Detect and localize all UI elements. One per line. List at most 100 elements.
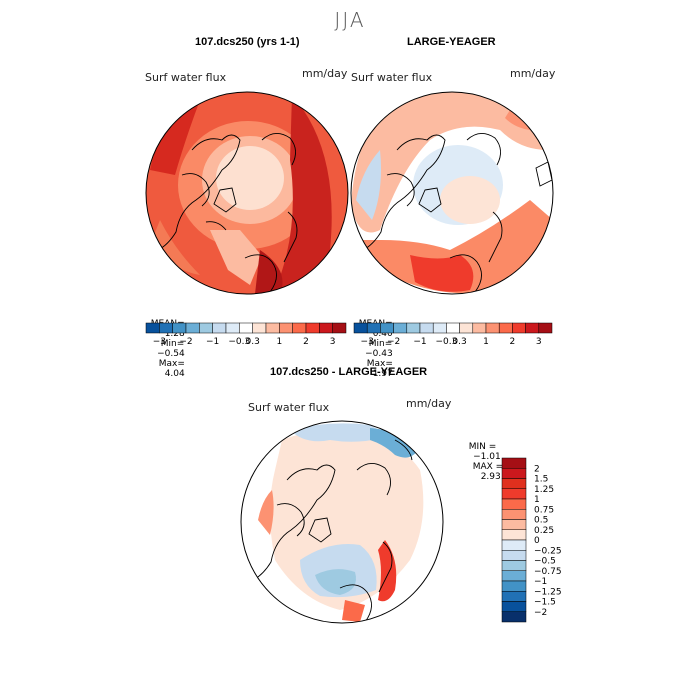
panel-3-colorbar: 21.51.2510.750.50.250−0.25−0.5−0.75−1−1.… xyxy=(501,457,562,623)
panel-3-colorbar-swatch xyxy=(501,468,527,479)
page-title: JJA xyxy=(334,8,366,32)
panel-1-colorbar-swatch xyxy=(159,322,173,334)
panel-1-colorbar-swatch xyxy=(292,322,307,334)
panel-3-colorbar-swatch xyxy=(501,519,527,530)
panel-2-colorbar-swatch xyxy=(419,322,434,334)
panel-2-units-label: mm/day xyxy=(510,67,556,80)
panel-1-units-label: mm/day xyxy=(302,67,348,80)
panel-1-colorbar-tick-label: −3 xyxy=(153,337,166,347)
panel-1-colorbar-swatch xyxy=(199,322,213,334)
panel-1-colorbar-swatch xyxy=(172,322,187,334)
panel-3-stats: MIN = −1.01 MAX = 2.93 xyxy=(463,432,504,482)
panel-2-colorbar-swatch xyxy=(459,322,474,334)
panel-1-colorbar-swatch xyxy=(185,322,200,334)
panel-1-colorbar-swatch xyxy=(239,322,253,334)
panel-2-colorbar-swatch xyxy=(538,322,553,334)
panel-3-colorbar-tick-label: −0.25 xyxy=(534,546,562,556)
panel-2-colorbar-tick-label: 1 xyxy=(483,337,489,347)
panel-1-max-value: 4.04 xyxy=(164,369,185,379)
panel-2-colorbar-swatch xyxy=(353,322,368,334)
panel-1-colorbar-tick-label: 3 xyxy=(330,337,336,347)
panel-2-colorbar-swatch xyxy=(380,322,394,334)
panel-2-colorbar-swatch xyxy=(366,322,381,334)
panel-3-colorbar-tick-label: −1.25 xyxy=(534,587,562,597)
panel-1-colorbar-tick-label: 1 xyxy=(276,337,282,347)
panel-1-colorbar-swatch xyxy=(305,322,320,334)
panel-1-colorbar-swatch xyxy=(319,322,333,334)
panel-2-colorbar-swatch xyxy=(525,322,540,334)
panel-3-colorbar-swatch xyxy=(501,509,527,520)
panel-3-colorbar-tick-label: −1 xyxy=(534,577,547,587)
panel-3-colorbar-tick-label: 0.5 xyxy=(534,516,548,526)
panel-3-colorbar-swatch xyxy=(501,488,527,500)
panel-1-colorbar-tick-label: −0.3 xyxy=(228,337,250,347)
panel-1-colorbar-tick-label: −1 xyxy=(206,337,219,347)
panel-3-colorbar-swatch xyxy=(501,570,527,582)
panel-1-title: 107.dcs250 (yrs 1-1) xyxy=(195,36,300,48)
panel-2-colorbar-swatch xyxy=(406,322,421,334)
panel-1-colorbar-tick-label: 2 xyxy=(303,337,309,347)
panel-3-colorbar-swatch xyxy=(501,478,527,489)
panel-1-min-value: −0.54 xyxy=(157,349,185,359)
panel-2-max-label: Max= xyxy=(366,359,393,369)
panel-3-colorbar-tick-label: 0.25 xyxy=(534,526,554,536)
panel-1-variable-label: Surf water flux xyxy=(145,71,227,84)
panel-3-colorbar-swatch xyxy=(501,539,527,551)
panel-1-colorbar-swatch xyxy=(145,322,160,334)
panel-3-colorbar-tick-label: −1.5 xyxy=(534,598,556,608)
panel-2-colorbar-swatch xyxy=(446,322,460,334)
panel-2-min-label: Min= xyxy=(368,339,393,349)
panel-1-colorbar-swatch xyxy=(279,322,293,334)
panel-3-min-value: −1.01 xyxy=(473,452,501,462)
panel-2-mean-value: 0.40 xyxy=(372,329,393,339)
panel-2-colorbar-swatch xyxy=(432,322,447,334)
panel-2-colorbar-tick-label: −0.3 xyxy=(435,337,457,347)
panel-3-colorbar-tick-label: 1.5 xyxy=(534,475,548,485)
panel-2-min-value: −0.43 xyxy=(365,349,393,359)
panel-3-colorbar-tick-label: −0.75 xyxy=(534,567,562,577)
panel-2-colorbar-swatch xyxy=(512,322,526,334)
map-3-north-polar-difference xyxy=(240,420,444,624)
panel-2-colorbar: −3 −2 −1 −0.30.3 1 2 3 xyxy=(353,322,553,347)
panel-2-colorbar-swatch xyxy=(472,322,487,334)
panel-3-colorbar-tick-label: 2 xyxy=(534,464,540,474)
panel-1-colorbar: −3 −2 −1 −0.30.3 1 2 3 xyxy=(145,322,347,347)
panel-2-colorbar-swatch xyxy=(485,322,500,334)
panel-3-colorbar-tick-label: 0.75 xyxy=(534,505,554,515)
panel-3-colorbar-swatch xyxy=(501,611,527,623)
panel-2-colorbar-tick-label: −2 xyxy=(387,337,400,347)
panel-3-variable-label: Surf water flux xyxy=(248,401,330,414)
panel-3-colorbar-swatch xyxy=(501,560,527,571)
panel-3-colorbar-tick-label: −0.5 xyxy=(534,557,556,567)
panel-3-colorbar-swatch xyxy=(501,529,527,541)
map-2-north-polar xyxy=(350,91,554,295)
panel-1-colorbar-tick-label: 0.3 xyxy=(246,337,260,347)
panel-3-colorbar-swatch xyxy=(501,457,527,469)
panel-2-colorbar-tick-label: 3 xyxy=(536,337,542,347)
panel-3-units-label: mm/day xyxy=(406,397,452,410)
panel-3-title: 107.dcs250 - LARGE-YEAGER xyxy=(270,366,428,378)
panel-1-colorbar-swatch xyxy=(252,322,267,334)
panel-1-colorbar-swatch xyxy=(265,322,280,334)
panel-2-colorbar-tick-label: 0.3 xyxy=(452,337,466,347)
panel-1-mean-value: 1.28 xyxy=(164,329,185,339)
panel-2-variable-label: Surf water flux xyxy=(351,71,433,84)
panel-1-colorbar-swatch xyxy=(332,322,347,334)
panel-1-max-label: Max= xyxy=(158,359,185,369)
panel-2-colorbar-tick-label: 2 xyxy=(510,337,516,347)
panel-2-colorbar-swatch xyxy=(498,322,513,334)
panel-3-colorbar-swatch xyxy=(501,550,527,561)
panel-2-title: LARGE-YEAGER xyxy=(407,36,496,48)
panel-3-colorbar-tick-label: −2 xyxy=(534,608,547,618)
panel-3-colorbar-tick-label: 0 xyxy=(534,536,540,546)
panel-1-min-label: Min= xyxy=(160,339,185,349)
panel-1-colorbar-swatch xyxy=(212,322,227,334)
panel-2-colorbar-tick-label: −3 xyxy=(361,337,374,347)
panel-2-colorbar-swatch xyxy=(393,322,408,334)
panel-3-colorbar-swatch xyxy=(501,601,527,612)
map-1-north-polar xyxy=(145,91,349,295)
panel-3-colorbar-tick-label: 1.25 xyxy=(534,485,554,495)
panel-1-colorbar-tick-label: −2 xyxy=(179,337,192,347)
panel-3-max-value: 2.93 xyxy=(480,472,501,482)
panel-3-colorbar-swatch xyxy=(501,580,527,592)
